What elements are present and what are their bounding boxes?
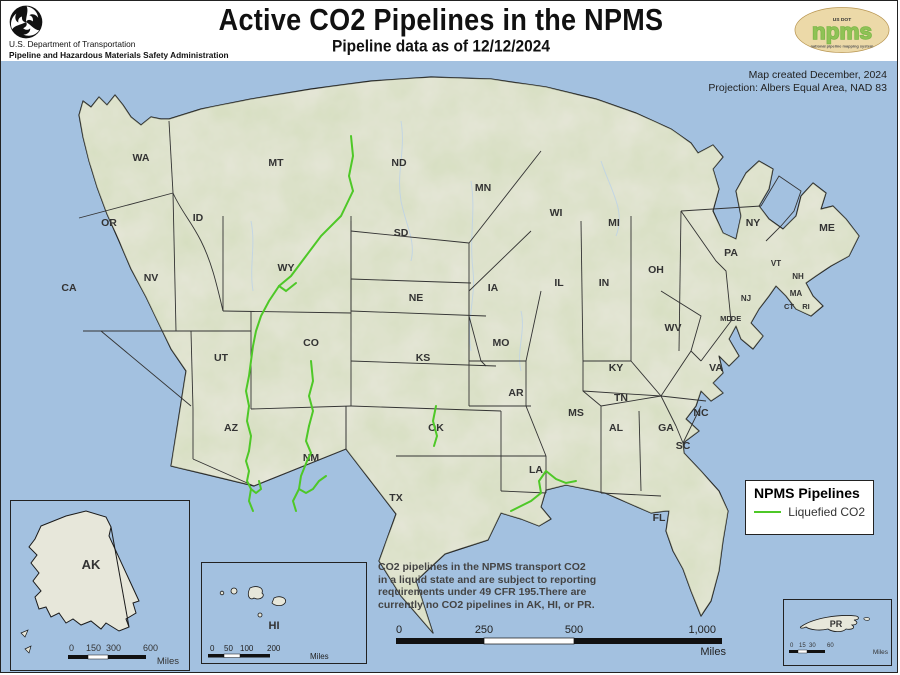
svg-text:national pipeline mapping syst: national pipeline mapping system: [811, 44, 874, 49]
svg-text:IN: IN: [599, 277, 610, 289]
svg-text:Miles: Miles: [700, 646, 726, 657]
svg-text:OH: OH: [648, 264, 664, 276]
svg-text:250: 250: [475, 624, 493, 636]
svg-text:200: 200: [267, 644, 281, 653]
svg-text:100: 100: [240, 644, 254, 653]
svg-text:KS: KS: [416, 352, 431, 364]
svg-text:AR: AR: [508, 387, 524, 399]
svg-text:CO: CO: [303, 337, 319, 349]
svg-text:TN: TN: [614, 392, 628, 404]
svg-text:MS: MS: [568, 407, 584, 419]
svg-text:GA: GA: [658, 422, 674, 434]
svg-text:NY: NY: [746, 217, 761, 229]
svg-text:NV: NV: [144, 272, 159, 284]
svg-text:IL: IL: [554, 277, 564, 289]
svg-text:Miles: Miles: [873, 649, 889, 656]
svg-text:PR: PR: [830, 619, 843, 629]
svg-text:MN: MN: [475, 182, 491, 194]
svg-text:HI: HI: [269, 620, 280, 632]
svg-text:AL: AL: [609, 422, 624, 434]
svg-text:VT: VT: [771, 259, 781, 268]
svg-text:150: 150: [86, 643, 101, 653]
svg-text:50: 50: [224, 644, 233, 653]
svg-text:AK: AK: [82, 557, 101, 572]
svg-text:IA: IA: [488, 282, 499, 294]
svg-text:FL: FL: [653, 512, 666, 524]
svg-text:0: 0: [396, 624, 402, 636]
svg-text:KY: KY: [609, 362, 624, 374]
svg-text:NC: NC: [693, 407, 709, 419]
svg-text:WI: WI: [550, 207, 563, 219]
svg-text:15: 15: [799, 643, 806, 649]
svg-text:AZ: AZ: [224, 422, 239, 434]
svg-text:1,000: 1,000: [688, 624, 716, 636]
svg-text:500: 500: [565, 624, 583, 636]
svg-text:SD: SD: [394, 227, 409, 239]
svg-text:MI: MI: [608, 217, 620, 229]
svg-text:MT: MT: [268, 157, 284, 169]
svg-text:RI: RI: [802, 302, 810, 311]
svg-text:NJ: NJ: [741, 294, 751, 303]
svg-text:600: 600: [143, 643, 158, 653]
svg-text:WV: WV: [665, 322, 682, 334]
svg-text:NH: NH: [792, 272, 804, 281]
svg-text:Miles: Miles: [310, 652, 329, 661]
svg-text:VA: VA: [709, 362, 723, 374]
svg-text:DE: DE: [731, 314, 741, 323]
svg-text:SC: SC: [676, 440, 691, 452]
svg-text:LA: LA: [529, 464, 543, 476]
svg-text:Miles: Miles: [157, 656, 179, 667]
svg-text:0: 0: [210, 644, 215, 653]
svg-text:30: 30: [809, 643, 816, 649]
svg-text:WY: WY: [278, 262, 295, 274]
svg-text:PA: PA: [724, 247, 738, 259]
svg-text:npms: npms: [812, 19, 872, 44]
svg-text:60: 60: [827, 643, 834, 649]
svg-text:300: 300: [106, 643, 121, 653]
svg-text:MO: MO: [493, 337, 510, 349]
svg-text:ND: ND: [391, 157, 407, 169]
svg-text:CT: CT: [784, 302, 794, 311]
svg-text:NE: NE: [409, 292, 424, 304]
svg-text:WA: WA: [133, 152, 150, 164]
svg-text:MA: MA: [790, 289, 803, 298]
svg-text:0: 0: [790, 643, 794, 649]
svg-text:CA: CA: [61, 282, 77, 294]
svg-text:ME: ME: [819, 222, 835, 234]
svg-text:TX: TX: [389, 492, 402, 504]
svg-text:ID: ID: [193, 212, 204, 224]
svg-text:OR: OR: [101, 217, 117, 229]
svg-text:UT: UT: [214, 352, 229, 364]
svg-text:0: 0: [69, 643, 74, 653]
